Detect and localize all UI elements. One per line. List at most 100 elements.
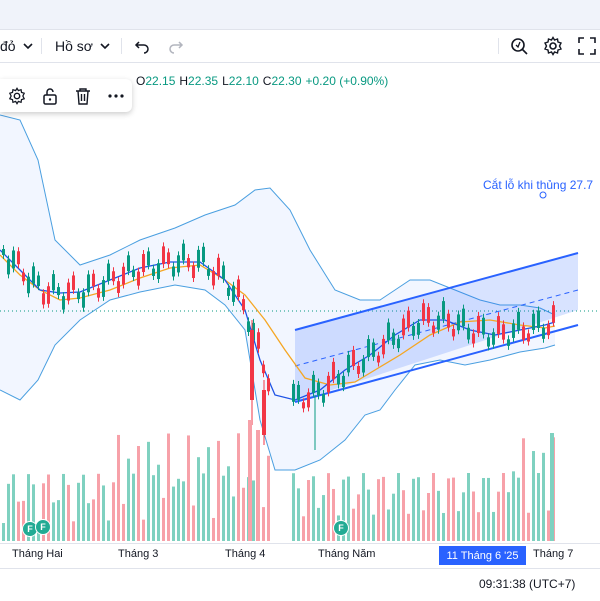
volume-bar bbox=[237, 433, 240, 541]
price-chart[interactable] bbox=[0, 63, 600, 543]
candle-body bbox=[482, 317, 485, 335]
candle-body bbox=[487, 337, 490, 347]
candle-body bbox=[262, 364, 265, 374]
chart-type-button[interactable]: đỏ bbox=[0, 30, 34, 62]
time-axis[interactable]: Tháng Hai Tháng 3 Tháng 4 Tháng Năm Thán… bbox=[0, 543, 600, 568]
candle-body bbox=[7, 259, 10, 275]
candle-body bbox=[12, 250, 15, 269]
volume-bar bbox=[207, 447, 210, 541]
candle-body bbox=[332, 361, 335, 380]
lock-button[interactable] bbox=[33, 79, 66, 112]
candle-body bbox=[27, 276, 30, 294]
quick-search-icon bbox=[511, 38, 528, 55]
volume-bar bbox=[347, 476, 350, 541]
chart-toolbar: đỏ Hồ sơ bbox=[0, 30, 600, 63]
volume-bar bbox=[162, 497, 165, 541]
candle-body bbox=[477, 315, 480, 334]
candle-body bbox=[472, 333, 475, 344]
candle-body bbox=[292, 383, 295, 402]
volume-bar bbox=[512, 471, 515, 541]
settings-button[interactable] bbox=[543, 30, 563, 62]
candle-body bbox=[77, 292, 80, 300]
candle-body bbox=[167, 252, 170, 265]
candle-body bbox=[267, 378, 270, 392]
fullscreen-button[interactable] bbox=[577, 30, 597, 62]
channel-middle-line bbox=[294, 289, 579, 367]
candle-body bbox=[52, 274, 55, 291]
clock[interactable]: 09:31:38 (UTC+7) bbox=[479, 577, 576, 591]
drawing-settings-button[interactable] bbox=[0, 79, 33, 112]
event-badge[interactable]: F bbox=[35, 519, 51, 535]
candle-body bbox=[2, 249, 5, 255]
volume-bar bbox=[462, 492, 465, 541]
volume-bar bbox=[17, 501, 20, 541]
candle-body bbox=[42, 293, 45, 305]
fullscreen-icon bbox=[578, 37, 596, 55]
volume-bar bbox=[102, 485, 105, 541]
volume-bar bbox=[387, 509, 390, 541]
volume-bar bbox=[522, 438, 525, 541]
volume-bar bbox=[302, 516, 305, 541]
candle-body bbox=[397, 338, 400, 349]
redo-button[interactable] bbox=[168, 30, 184, 62]
volume-bar bbox=[248, 420, 252, 541]
time-tick: Tháng 3 bbox=[118, 548, 159, 560]
candle-body bbox=[502, 324, 505, 340]
volume-bar bbox=[402, 490, 405, 541]
candle-body bbox=[112, 271, 115, 282]
volume-bar bbox=[117, 434, 120, 541]
volume-bar bbox=[232, 496, 235, 541]
delete-button[interactable] bbox=[66, 79, 99, 112]
volume-bar bbox=[197, 457, 200, 541]
candle-body bbox=[242, 299, 245, 311]
volume-bar bbox=[412, 478, 415, 541]
candle-body bbox=[422, 303, 425, 321]
stop-loss-annotation[interactable]: Cắt lỗ khi thủng 27.7 bbox=[483, 178, 594, 192]
volume-bar bbox=[502, 473, 505, 541]
candle-body bbox=[387, 322, 390, 341]
volume-bar bbox=[367, 489, 370, 541]
volume-bar bbox=[397, 473, 400, 541]
ohlc-legend: O22.15 H22.35 L22.10 C22.30 +0.20 (+0.90… bbox=[136, 74, 388, 92]
volume-bar bbox=[442, 512, 445, 541]
volume-bar bbox=[52, 502, 55, 541]
candle-body bbox=[207, 269, 210, 276]
candle-body bbox=[322, 393, 325, 403]
volume-bar bbox=[262, 507, 265, 541]
event-badge[interactable]: F bbox=[333, 520, 349, 536]
volume-bar bbox=[537, 473, 540, 541]
candle-body bbox=[427, 307, 430, 323]
candle-body bbox=[377, 355, 380, 363]
volume-bar bbox=[527, 512, 530, 541]
top-strip bbox=[0, 0, 600, 30]
volume-bar bbox=[482, 478, 485, 541]
candle-body bbox=[22, 272, 25, 282]
volume-bar bbox=[47, 474, 50, 541]
volume-bar bbox=[172, 486, 175, 541]
candle-body bbox=[452, 329, 455, 337]
candle-body bbox=[372, 342, 375, 357]
undo-button[interactable] bbox=[134, 30, 150, 62]
candle-body bbox=[347, 354, 350, 373]
candle-body bbox=[352, 349, 355, 367]
volume-bar bbox=[362, 473, 365, 541]
volume-bar bbox=[407, 513, 410, 541]
candle-body bbox=[357, 366, 360, 374]
candle-body bbox=[432, 325, 435, 333]
volume-bar bbox=[202, 473, 205, 541]
quick-search-button[interactable] bbox=[509, 30, 529, 62]
volume-bar bbox=[82, 474, 85, 541]
time-tick: Tháng 7 bbox=[533, 548, 574, 560]
low-label: L bbox=[222, 74, 229, 88]
candle-body bbox=[547, 324, 550, 336]
more-button[interactable] bbox=[99, 79, 132, 112]
chevron-down-icon bbox=[23, 43, 33, 50]
volume-bar bbox=[432, 473, 435, 541]
templates-button[interactable]: Hồ sơ bbox=[55, 30, 111, 62]
time-tick: Tháng 4 bbox=[225, 548, 266, 560]
volume-bar bbox=[532, 451, 535, 541]
volume-bar bbox=[382, 476, 385, 541]
volume-bar bbox=[422, 510, 425, 541]
candle-body bbox=[72, 275, 75, 290]
volume-bar bbox=[452, 477, 455, 541]
